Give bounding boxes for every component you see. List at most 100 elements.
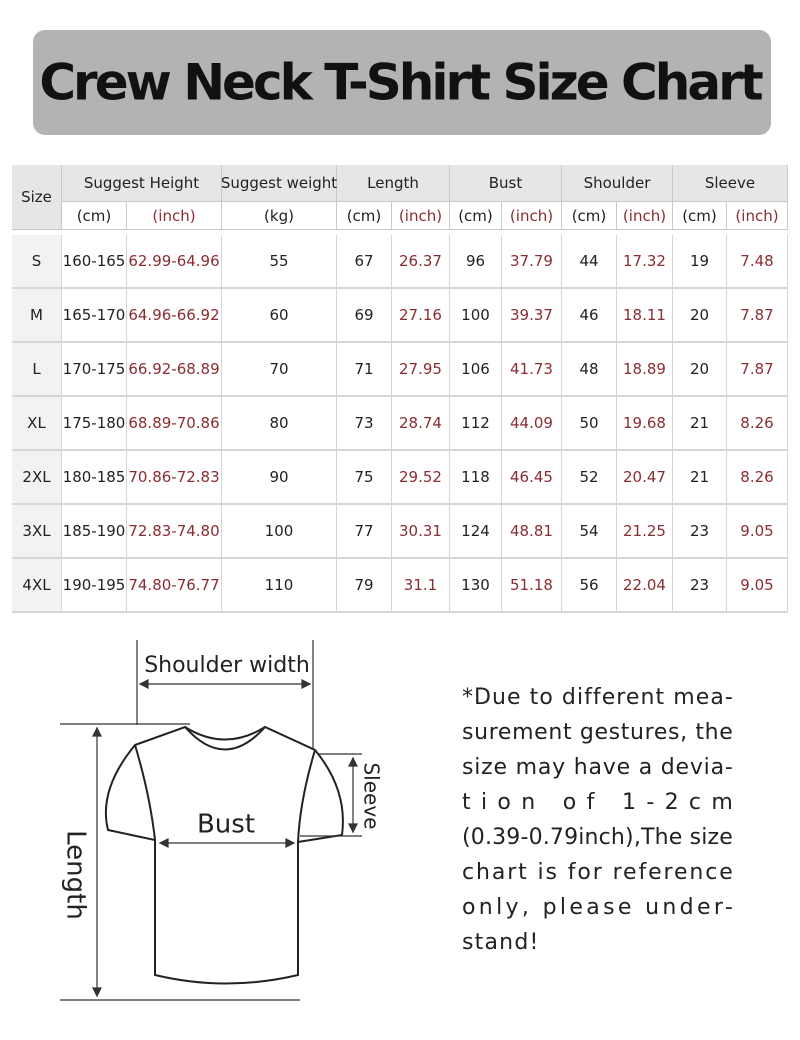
size-cell: 4XL	[12, 559, 62, 613]
value-cell: 27.16	[392, 289, 450, 343]
note-line: (0.39-0.79inch),The size	[462, 825, 734, 850]
value-cell: 9.05	[727, 559, 788, 613]
unit-header: (kg)	[222, 202, 337, 230]
column-header: Sleeve	[673, 165, 788, 202]
note-line: size may have a devia-	[462, 755, 734, 780]
unit-header: (cm)	[450, 202, 502, 230]
value-cell: 77	[337, 505, 392, 559]
value-cell: 23	[673, 505, 727, 559]
value-cell: 48	[562, 343, 617, 397]
value-cell: 90	[222, 451, 337, 505]
value-cell: 41.73	[502, 343, 562, 397]
column-header: Bust	[450, 165, 562, 202]
value-cell: 20	[673, 289, 727, 343]
value-cell: 106	[450, 343, 502, 397]
note: *Due to different mea-surement gestures,…	[462, 685, 734, 955]
note-line: stand!	[462, 930, 540, 955]
column-header: Suggest Height	[62, 165, 222, 202]
value-cell: 70.86-72.83	[127, 451, 222, 505]
value-cell: 190-195	[62, 559, 127, 613]
value-cell: 51.18	[502, 559, 562, 613]
value-cell: 8.26	[727, 451, 788, 505]
value-cell: 80	[222, 397, 337, 451]
unit-header: (cm)	[562, 202, 617, 230]
value-cell: 7.48	[727, 235, 788, 289]
value-cell: 21.25	[617, 505, 673, 559]
value-cell: 21	[673, 397, 727, 451]
column-header: Size	[12, 165, 62, 230]
value-cell: 69	[337, 289, 392, 343]
value-cell: 100	[450, 289, 502, 343]
shoulder-label: Shoulder width	[144, 653, 310, 678]
value-cell: 8.26	[727, 397, 788, 451]
value-cell: 175-180	[62, 397, 127, 451]
value-cell: 72.83-74.80	[127, 505, 222, 559]
unit-header: (inch)	[727, 202, 788, 230]
value-cell: 62.99-64.96	[127, 235, 222, 289]
column-header: Shoulder	[562, 165, 673, 202]
value-cell: 74.80-76.77	[127, 559, 222, 613]
tshirt	[104, 725, 344, 985]
value-cell: 160-165	[62, 235, 127, 289]
value-cell: 54	[562, 505, 617, 559]
value-cell: 70	[222, 343, 337, 397]
size-cell: 2XL	[12, 451, 62, 505]
value-cell: 19.68	[617, 397, 673, 451]
value-cell: 39.37	[502, 289, 562, 343]
value-cell: 55	[222, 235, 337, 289]
value-cell: 96	[450, 235, 502, 289]
unit-header: (cm)	[673, 202, 727, 230]
value-cell: 27.95	[392, 343, 450, 397]
value-cell: 30.31	[392, 505, 450, 559]
note-line: surement gestures, the	[462, 720, 734, 745]
value-cell: 23	[673, 559, 727, 613]
value-cell: 29.52	[392, 451, 450, 505]
sleeve-label: Sleeve	[360, 762, 384, 829]
note-line: *Due to different mea-	[462, 685, 734, 710]
size-cell: XL	[12, 397, 62, 451]
dimension-lines	[60, 640, 362, 1001]
column-header: Length	[337, 165, 450, 202]
value-cell: 56	[562, 559, 617, 613]
value-cell: 20.47	[617, 451, 673, 505]
value-cell: 71	[337, 343, 392, 397]
value-cell: 64.96-66.92	[127, 289, 222, 343]
column-header: Suggest weight	[221, 165, 337, 202]
value-cell: 46.45	[502, 451, 562, 505]
size-cell: 3XL	[12, 505, 62, 559]
value-cell: 185-190	[62, 505, 127, 559]
value-cell: 28.74	[392, 397, 450, 451]
value-cell: 180-185	[62, 451, 127, 505]
size-cell: S	[12, 235, 62, 289]
length-label: Length	[61, 830, 91, 920]
value-cell: 110	[222, 559, 337, 613]
value-cell: 66.92-68.89	[127, 343, 222, 397]
value-cell: 68.89-70.86	[127, 397, 222, 451]
unit-header: (inch)	[502, 202, 562, 230]
title: Crew Neck T-Shirt Size Chart	[39, 54, 762, 112]
value-cell: 112	[450, 397, 502, 451]
value-cell: 7.87	[727, 289, 788, 343]
value-cell: 60	[222, 289, 337, 343]
value-cell: 124	[450, 505, 502, 559]
unit-header: (inch)	[617, 202, 673, 230]
value-cell: 67	[337, 235, 392, 289]
value-cell: 17.32	[617, 235, 673, 289]
note-line: chart is for reference	[462, 860, 734, 885]
value-cell: 7.87	[727, 343, 788, 397]
value-cell: 37.79	[502, 235, 562, 289]
value-cell: 9.05	[727, 505, 788, 559]
value-cell: 170-175	[62, 343, 127, 397]
unit-header: (cm)	[62, 202, 127, 230]
note-line: tion of 1-2cm	[462, 790, 734, 815]
value-cell: 50	[562, 397, 617, 451]
size-cell: M	[12, 289, 62, 343]
value-cell: 18.11	[617, 289, 673, 343]
value-cell: 75	[337, 451, 392, 505]
value-cell: 21	[673, 451, 727, 505]
unit-header: (inch)	[392, 202, 450, 230]
value-cell: 79	[337, 559, 392, 613]
value-cell: 100	[222, 505, 337, 559]
value-cell: 20	[673, 343, 727, 397]
